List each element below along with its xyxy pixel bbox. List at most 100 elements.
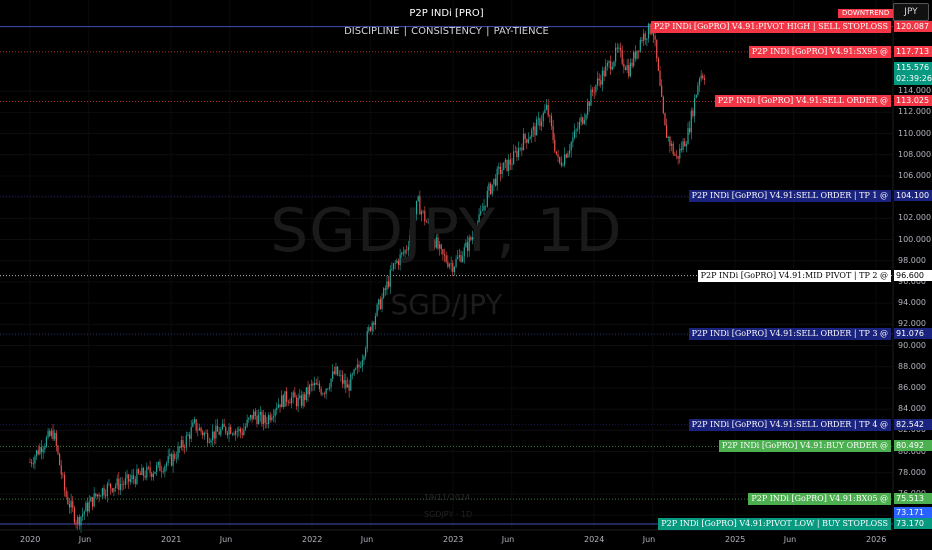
candle-body [246, 419, 248, 427]
candle-body [542, 112, 544, 122]
candle-body [562, 164, 564, 166]
time-tick-label: Jun [783, 535, 797, 544]
candle-body [207, 433, 209, 443]
level-label: P2P INDi [GoPRO] V4.91:SELL ORDER | TP 4… [688, 418, 891, 431]
candle-body [88, 501, 90, 512]
candle-body [258, 414, 260, 425]
candle-body [57, 445, 59, 454]
level-price-tag: 80.492 [894, 440, 932, 452]
time-tick-label: Jun [501, 535, 515, 544]
time-tick-label: Jun [78, 535, 92, 544]
candle-body [59, 453, 61, 466]
candle-body [475, 237, 477, 239]
price-tick-label: 90.000 [898, 340, 926, 350]
candle-body [522, 133, 525, 151]
candle-body [267, 415, 270, 424]
candle-body [624, 67, 627, 70]
candle-body [508, 159, 510, 171]
candle-body [243, 429, 245, 436]
candles [29, 22, 706, 533]
candle-body [685, 144, 687, 147]
candle-body [478, 214, 480, 227]
candle-body [587, 102, 589, 115]
candle-body [684, 141, 686, 147]
candle-body [93, 493, 95, 507]
candle-body [159, 461, 161, 472]
candle-body [78, 516, 80, 526]
candle-body [669, 136, 671, 146]
candle-body [452, 263, 454, 273]
candle-body [350, 374, 352, 391]
candle-body [588, 102, 590, 106]
candle-body [430, 228, 432, 238]
candle-body [233, 433, 235, 435]
candle-body [98, 494, 100, 497]
candle-body [654, 35, 656, 40]
symbol-marker: SGDJPY · 1D [424, 510, 473, 519]
candle-body [378, 299, 380, 305]
candle-body [338, 375, 340, 376]
candle-body [272, 416, 275, 418]
candle-body [220, 429, 222, 435]
level-price-tag: 120.087 [894, 20, 932, 32]
candle-body [652, 32, 655, 36]
candle-body [618, 47, 620, 49]
candle-body [435, 237, 437, 248]
candle-body [172, 454, 174, 466]
candle-body [661, 85, 663, 97]
candle-body [137, 469, 140, 474]
candle-body [675, 155, 678, 157]
level-price-tag: 73.170 [894, 517, 932, 529]
candle-body [284, 391, 286, 407]
candle-body [184, 447, 186, 448]
level-label: P2P INDi [GoPRO] V4.91:BUY ORDER @ [718, 440, 891, 453]
candle-body [526, 138, 528, 143]
candle-body [216, 425, 219, 432]
candle-body [190, 426, 192, 439]
candle-body [623, 63, 625, 68]
candle-body [162, 471, 164, 473]
candle-body [39, 447, 41, 455]
candle-body [337, 366, 339, 376]
candle-body [287, 401, 289, 403]
candle-body [335, 366, 337, 374]
time-tick-label: 2026 [866, 535, 887, 544]
candle-body [468, 237, 470, 251]
price-tick-label: 98.000 [898, 255, 926, 265]
candle-body [95, 493, 97, 497]
candle-body [364, 348, 367, 357]
currency-button[interactable]: JPY [893, 3, 929, 21]
candle-body [42, 449, 44, 453]
candle-body [91, 497, 94, 507]
candle-body [424, 210, 426, 222]
candle-body [193, 419, 196, 423]
candle-body [211, 431, 214, 441]
candle-body [595, 85, 597, 93]
candle-body [611, 66, 613, 70]
candle-body [356, 364, 358, 369]
candle-body [692, 110, 694, 117]
candle-body [226, 432, 228, 435]
candle-body [432, 237, 434, 241]
candle-body [175, 458, 178, 459]
candle-body [103, 488, 105, 495]
candle-body [136, 469, 138, 484]
candle-body [682, 141, 684, 150]
level-label: P2P INDi [GoPRO] V4.91:SELL ORDER | TP 1… [688, 190, 891, 203]
candle-body [73, 507, 76, 523]
candle-body [453, 266, 456, 273]
candle-body [369, 327, 372, 331]
candle-body [460, 255, 462, 262]
candle-body [154, 471, 156, 474]
candle-body [146, 466, 148, 478]
candle-body [679, 148, 681, 159]
level-label: P2P INDi [GoPRO] V4.91:MID PIVOT | TP 2 … [697, 269, 891, 282]
candle-body [415, 200, 418, 215]
candle-body [455, 258, 457, 267]
candle-body [437, 237, 439, 249]
candle-body [128, 474, 130, 482]
candle-body [200, 427, 202, 432]
candle-body [608, 61, 610, 63]
candle-body [490, 183, 492, 194]
